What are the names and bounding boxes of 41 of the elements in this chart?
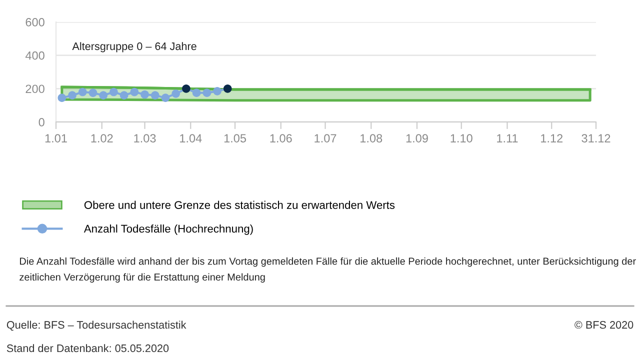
point	[88, 88, 98, 97]
point	[172, 90, 180, 98]
x-tick-label: 1.12	[541, 134, 563, 142]
point	[78, 88, 87, 96]
y-tick-label: 200	[26, 84, 44, 94]
source-note: Quelle: BFS – Todesursachenstatistik	[6, 320, 186, 331]
point	[202, 88, 212, 97]
x-tick-label: 1.02	[91, 134, 113, 142]
x-tick-label: 1.01	[45, 134, 67, 142]
x-tick-label: 1.03	[134, 134, 156, 142]
text: Die Anzahl Todesfälle wird anhand der bis zum Vortag gemeldeten Fälle für die aktuelle Periode hochgerechnet, unter Berücksichtigung der zeitlichen Verzögerung für die Erstattung einer Meldung	[20, 257, 636, 283]
legend-label: Anzahl Todesfälle (Hochrechnung)	[84, 224, 253, 235]
text: © BFS 2020	[574, 321, 634, 329]
x-tick-label: 31.12	[582, 134, 610, 142]
text: Altersgruppe 0 – 64 Jahre	[72, 42, 196, 52]
point	[99, 91, 108, 100]
point	[223, 84, 232, 93]
x-tick-label: 1.09	[406, 134, 428, 142]
point	[110, 88, 118, 96]
x-tick-label: 1.06	[270, 134, 292, 142]
x-tick-label: 1.10	[450, 134, 472, 142]
x-tick-label: 1.11	[497, 134, 518, 142]
point	[150, 91, 160, 100]
y-tick-label: 0	[38, 118, 44, 126]
x-tick-label: 1.05	[224, 134, 246, 142]
point	[192, 88, 201, 97]
point	[213, 87, 222, 96]
point	[58, 94, 66, 102]
y-tick-label: 400	[25, 51, 44, 60]
x-tick-label: 1.08	[360, 134, 382, 142]
x-tick-label: 1.04	[180, 134, 202, 142]
x-tick-label: 1.07	[314, 134, 336, 142]
legend-label: Obere und untere Grenze des statistisch zu erwartenden Werts	[84, 200, 395, 209]
point	[140, 90, 149, 99]
text: Stand der Datenbank: 05.05.2020	[6, 344, 169, 352]
point	[130, 88, 139, 96]
y-tick-label: 600	[26, 18, 44, 26]
point	[161, 94, 170, 102]
point	[120, 91, 128, 100]
point	[68, 91, 76, 100]
point	[182, 84, 190, 93]
